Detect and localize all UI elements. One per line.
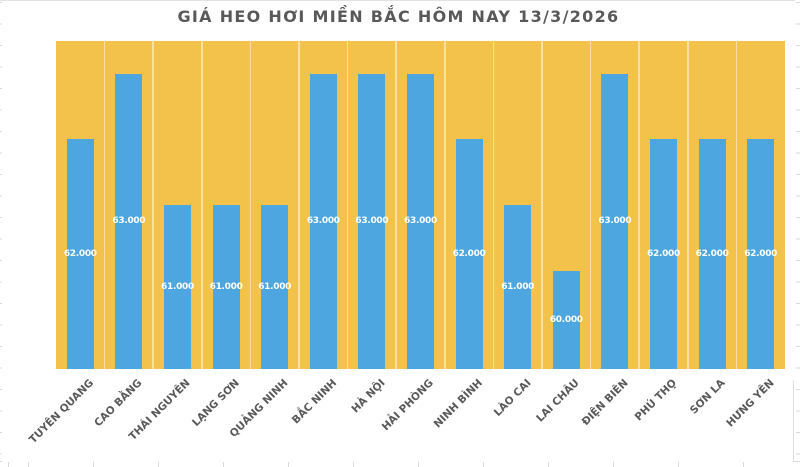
category-separator-line bbox=[638, 41, 640, 369]
x-axis-label-bắc-ninh: BẮC NINH bbox=[289, 377, 339, 427]
spreadsheet-column-gridlines-bottom-edge bbox=[0, 462, 800, 467]
bar-value-label: 62.000 bbox=[695, 249, 729, 260]
spreadsheet-row-gridlines-right-edge bbox=[796, 2, 800, 467]
category-separator-line bbox=[298, 41, 300, 369]
bar-cao-bằng bbox=[115, 73, 143, 369]
bar-value-label: 62.000 bbox=[744, 249, 778, 260]
bar-value-label: 63.000 bbox=[112, 216, 146, 227]
bar-value-label: 61.000 bbox=[501, 282, 535, 292]
bar-lạng-sơn bbox=[212, 205, 240, 369]
bar-value-label: 61.000 bbox=[258, 282, 292, 292]
bar-value-label: 62.000 bbox=[452, 249, 486, 260]
bar-bắc-ninh bbox=[309, 73, 337, 369]
x-axis-label-tuyên-quang: TUYÊN QUANG bbox=[26, 377, 96, 446]
bar-tuyên-quang bbox=[66, 139, 94, 369]
bar-value-label: 63.000 bbox=[355, 216, 389, 227]
spreadsheet-row-gridlines-left-edge bbox=[0, 2, 3, 462]
spreadsheet-row-gridline bbox=[0, 0, 795, 1]
category-separator-line bbox=[249, 41, 252, 369]
bar-value-label: 63.000 bbox=[404, 216, 437, 227]
bar-điện-biên bbox=[601, 73, 629, 369]
category-separator-line bbox=[201, 41, 203, 369]
x-axis-label-hà-nội: HÀ NỘI bbox=[349, 377, 388, 416]
bar-value-label: 63.000 bbox=[306, 216, 340, 227]
bar-sơn-la bbox=[698, 139, 726, 369]
bar-hải-phòng bbox=[407, 73, 434, 369]
x-axis-label-ninh-bình: NINH BÌNH bbox=[431, 377, 485, 431]
x-axis-label-phú-thọ: PHÚ THỌ bbox=[632, 377, 679, 424]
bar-hà-nội bbox=[358, 73, 386, 369]
category-separator-line bbox=[541, 41, 543, 369]
bar-chart-object[interactable]: GIÁ HEO HƠI MIỀN BẮC HÔM NAY 13/3/2026 6… bbox=[2, 1, 793, 462]
category-separator-line bbox=[444, 41, 446, 369]
category-separator-line bbox=[103, 41, 106, 369]
bar-value-label: 62.000 bbox=[63, 249, 97, 260]
category-separator-line bbox=[687, 41, 689, 369]
bar-value-label: 63.000 bbox=[598, 216, 632, 227]
x-axis-label-điện-biên: ĐIỆN BIÊN bbox=[579, 377, 631, 429]
category-separator-line bbox=[589, 41, 592, 369]
bar-lai-châu bbox=[552, 270, 580, 369]
spreadsheet-column-gridline bbox=[793, 380, 794, 462]
x-axis-label-lào-cai: LÀO CAI bbox=[491, 377, 534, 419]
bar-value-label: 60.000 bbox=[549, 314, 583, 325]
plot-area: 62.000 63.000 61.000 61.000 61.000 63.000 63.0… bbox=[56, 41, 785, 369]
category-separator-line bbox=[395, 41, 397, 369]
bar-value-label: 61.000 bbox=[161, 282, 194, 292]
bar-hưng-yên bbox=[747, 139, 775, 369]
bar-value-label: 61.000 bbox=[209, 282, 243, 292]
chart-title: GIÁ HEO HƠI MIỀN BẮC HÔM NAY 13/3/2026 bbox=[177, 7, 620, 26]
category-separator-line bbox=[346, 41, 349, 369]
category-separator-line bbox=[492, 41, 495, 369]
x-axis-label-hưng-yên: HƯNG YÊN bbox=[723, 377, 777, 430]
category-separator-line bbox=[152, 41, 154, 369]
bar-ninh-bình bbox=[455, 139, 483, 369]
bar-quảng-ninh bbox=[261, 205, 289, 369]
bar-lào-cai bbox=[504, 205, 532, 369]
bar-phú-thọ bbox=[650, 139, 677, 369]
x-axis-label-lai-châu: LAI CHÂU bbox=[534, 377, 582, 425]
category-separator-line bbox=[735, 41, 738, 369]
x-axis-label-lạng-sơn: LẠNG SƠN bbox=[189, 377, 242, 429]
x-axis-label-sơn-la: SƠN LA bbox=[687, 377, 728, 417]
bar-thái-nguyên bbox=[164, 205, 191, 369]
bar-value-label: 62.000 bbox=[647, 249, 680, 260]
x-axis-label-hải-phòng: HẢI PHÒNG bbox=[379, 377, 436, 434]
x-axis-label-cao-bằng: CAO BẰNG bbox=[92, 377, 145, 430]
